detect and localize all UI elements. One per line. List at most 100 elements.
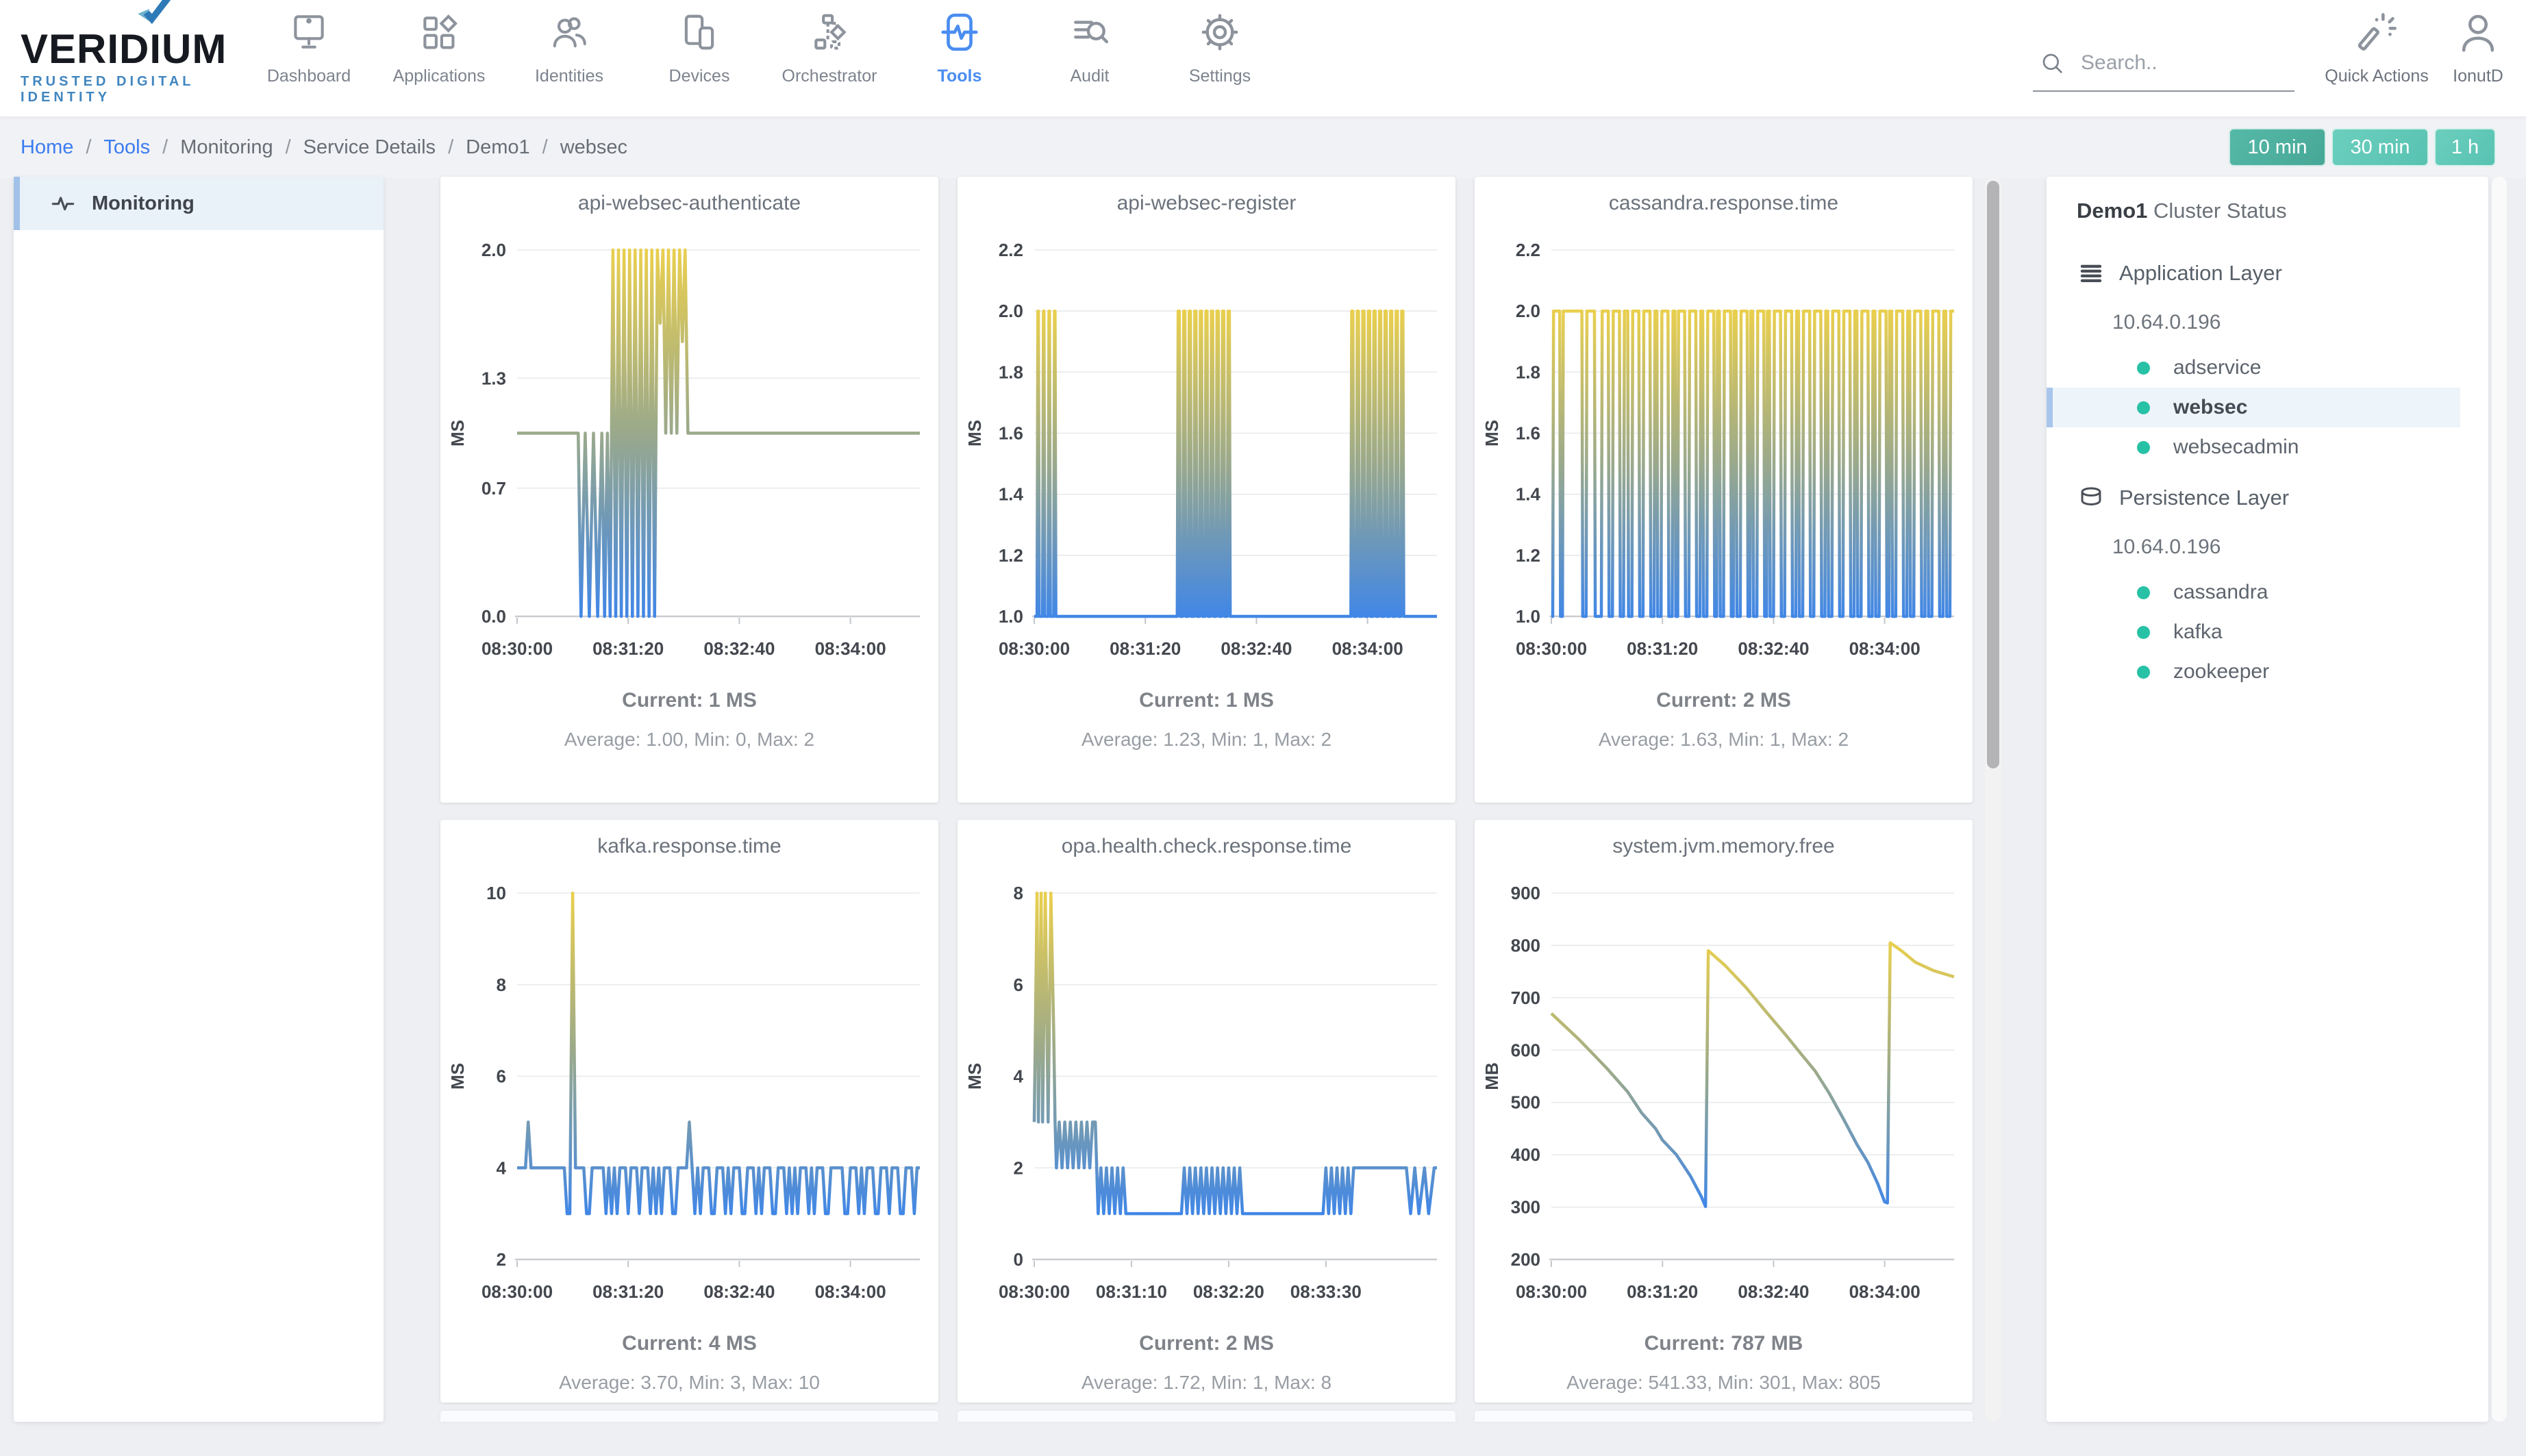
svg-text:0: 0	[1014, 1249, 1023, 1270]
left-sidebar: Monitoring	[14, 177, 384, 1422]
svg-text:0.7: 0.7	[482, 478, 506, 499]
nav-item-label: Devices	[668, 66, 730, 86]
chart-card-kafka.response.time: kafka.response.time 10 8 6 4 2 08:30:00 08:31:2…	[440, 820, 938, 1403]
chart-current-value: Current: 4 MS	[622, 1332, 757, 1355]
pulse-icon	[51, 197, 75, 211]
svg-text:MS: MS	[964, 420, 985, 447]
search-icon	[2042, 53, 2063, 74]
time-range-button-1-h[interactable]: 1 h	[2434, 128, 2496, 166]
svg-text:300: 300	[1511, 1197, 1540, 1218]
time-range-button-30-min[interactable]: 30 min	[2331, 128, 2429, 166]
main-scrollbar-thumb[interactable]	[1987, 181, 1999, 768]
svg-text:08:31:20: 08:31:20	[1110, 638, 1181, 659]
svg-text:400: 400	[1511, 1144, 1540, 1165]
nav-item-audit[interactable]: Audit	[1025, 11, 1155, 86]
chart-current-value: Current: 1 MS	[622, 689, 757, 712]
svg-text:800: 800	[1511, 935, 1540, 955]
chart-svg: 2.0 1.3 0.7 0.0 08:30:00 08:31:20 08:32:40 08:3…	[447, 240, 920, 659]
chart-title: opa.health.check.response.time	[1061, 835, 1352, 857]
layer-label: Application Layer	[2119, 261, 2282, 285]
breadcrumb-separator: /	[162, 136, 168, 158]
user-menu-button[interactable]: IonutD	[2437, 11, 2519, 86]
status-dot	[2137, 401, 2150, 414]
service-item-zookeeper[interactable]: zookeeper	[2047, 652, 2460, 692]
svg-text:2.0: 2.0	[1516, 301, 1540, 321]
nav-item-applications[interactable]: Applications	[374, 11, 504, 86]
chart-current-value: Current: 787 MB	[1644, 1332, 1803, 1355]
svg-text:08:30:00: 08:30:00	[482, 638, 553, 659]
svg-text:8: 8	[1014, 883, 1023, 903]
nav-item-identities[interactable]: Identities	[504, 11, 634, 86]
devices-icon	[678, 14, 721, 56]
service-item-kafka[interactable]: kafka	[2047, 612, 2460, 652]
svg-text:08:34:00: 08:34:00	[815, 638, 886, 659]
database-icon	[2077, 484, 2105, 512]
status-dot	[2137, 625, 2150, 639]
chart-svg: 2.2 2.0 1.8 1.6 1.4 1.2 1.0 08:30:00 08:31:20 08:…	[964, 240, 1437, 659]
nav-item-dashboard[interactable]: Dashboard	[244, 11, 374, 86]
search-box	[2033, 36, 2294, 92]
service-item-cassandra[interactable]: cassandra	[2047, 573, 2460, 612]
svg-text:0.0: 0.0	[482, 606, 506, 627]
clipped-chart-card-top	[1475, 1411, 1973, 1422]
service-label: websec	[2173, 396, 2248, 418]
svg-text:08:32:40: 08:32:40	[1738, 1281, 1809, 1302]
chart-title: system.jvm.memory.free	[1612, 835, 1835, 857]
svg-text:1.3: 1.3	[482, 368, 506, 388]
service-item-websecadmin[interactable]: websecadmin	[2047, 427, 2460, 467]
clipped-chart-card-top	[958, 1411, 1455, 1422]
breadcrumb-item-tools[interactable]: Tools	[103, 136, 151, 158]
svg-text:600: 600	[1511, 1040, 1540, 1060]
chart-card-opa.health.check.response.time: opa.health.check.response.time 8 6 4 2 0 08:30…	[958, 820, 1455, 1403]
series-line	[1032, 891, 1437, 1216]
svg-text:08:33:30: 08:33:30	[1290, 1281, 1362, 1302]
cluster-status-panel: Demo1 Cluster Status Application Layer 10…	[2047, 177, 2488, 1422]
svg-text:08:34:00: 08:34:00	[1849, 638, 1921, 659]
svg-text:1.8: 1.8	[1516, 362, 1540, 382]
svg-text:MS: MS	[1481, 420, 1502, 447]
status-dot	[2137, 361, 2150, 375]
svg-text:MS: MS	[447, 420, 468, 447]
nav-item-label: Audit	[1070, 66, 1110, 86]
applications-icon	[418, 14, 460, 56]
service-label: zookeeper	[2173, 660, 2270, 683]
breadcrumb-separator: /	[285, 136, 291, 158]
nav-item-tools[interactable]: Tools	[895, 11, 1025, 86]
chart-card-api-websec-authenticate: api-websec-authenticate 2.0 1.3 0.7 0.0 08:30…	[440, 177, 938, 803]
svg-text:08:32:40: 08:32:40	[703, 1281, 775, 1302]
nav-item-label: Applications	[392, 66, 486, 86]
service-label: websecadmin	[2173, 436, 2299, 458]
breadcrumb: Home / Tools / Monitoring / Service Details / De…	[21, 116, 627, 178]
svg-text:500: 500	[1511, 1092, 1540, 1113]
cluster-name: Demo1	[2077, 199, 2148, 223]
breadcrumb-item-home[interactable]: Home	[21, 136, 74, 158]
dashboard-icon	[288, 15, 330, 56]
svg-text:1.8: 1.8	[999, 362, 1023, 382]
sidebar-item-monitoring[interactable]: Monitoring	[14, 177, 384, 230]
svg-text:08:30:00: 08:30:00	[1516, 638, 1587, 659]
service-item-websec[interactable]: websec	[2047, 388, 2460, 427]
svg-text:1.0: 1.0	[999, 606, 1023, 627]
status-dot	[2137, 665, 2150, 679]
panel-scrollbar-track[interactable]	[2492, 177, 2507, 1422]
svg-text:2: 2	[497, 1249, 506, 1270]
chart-title: api-websec-register	[1116, 192, 1297, 214]
svg-text:08:31:20: 08:31:20	[592, 638, 664, 659]
svg-text:200: 200	[1511, 1249, 1540, 1270]
layer-row-persistence-layer: Persistence Layer	[2077, 484, 2289, 512]
svg-text:MS: MS	[964, 1063, 985, 1090]
service-label: cassandra	[2173, 581, 2268, 603]
status-dot	[2137, 586, 2150, 599]
nav-item-devices[interactable]: Devices	[634, 11, 764, 86]
chart-current-value: Current: 2 MS	[1656, 689, 1791, 712]
svg-text:08:34:00: 08:34:00	[815, 1281, 886, 1302]
quick-actions-button[interactable]: Quick Actions	[2322, 11, 2431, 86]
chart-card-system.jvm.memory.free: system.jvm.memory.free 900 800 700 600 500 400…	[1475, 820, 1973, 1403]
time-range-button-10-min[interactable]: 10 min	[2229, 128, 2326, 166]
breadcrumb-item-service-details: Service Details	[303, 136, 436, 158]
nav-item-orchestrator[interactable]: Orchestrator	[764, 11, 895, 86]
nav-item-settings[interactable]: Settings	[1155, 11, 1285, 86]
search-input[interactable]	[2081, 51, 2273, 75]
service-item-adservice[interactable]: adservice	[2047, 348, 2460, 388]
breadcrumb-separator: /	[542, 136, 548, 158]
